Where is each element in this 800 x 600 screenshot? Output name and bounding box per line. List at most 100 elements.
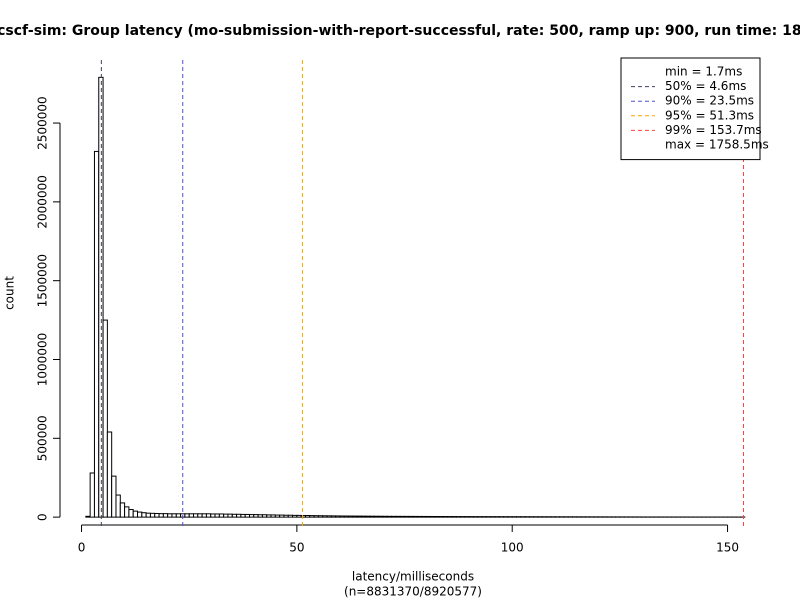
legend-label: 50% = 4.6ms [665,79,746,93]
bar [442,516,449,518]
bar [451,516,457,518]
x-tick-label: 150 [716,541,739,555]
bar [317,515,324,518]
x-axis-sublabel: (n=8831370/8920577) [344,585,482,599]
y-tick-label: 2000000 [36,175,50,228]
bar [352,515,358,518]
bar [188,513,195,518]
bar [391,515,397,518]
legend-label: max = 1758.5ms [665,138,769,152]
bar [326,515,332,518]
bar [227,513,233,518]
x-tick-label: 0 [78,541,86,555]
y-axis-label: count [3,276,17,310]
bar [111,475,117,518]
bar [460,516,466,518]
bar [236,513,242,518]
chart-title: scscf-sim: Group latency (mo-submission-… [0,23,800,39]
bar [416,515,423,518]
bar [257,514,263,518]
bar [369,515,375,518]
bar [205,513,212,518]
bar [339,515,345,518]
bar [167,513,173,518]
bar [429,515,436,518]
bar [248,514,255,518]
bar [309,515,315,518]
bar [378,515,384,518]
legend-label: min = 1.7ms [665,65,742,79]
legend-box [620,57,761,161]
bar [128,509,134,518]
bar [175,513,182,518]
bar [412,515,418,518]
bar [149,512,156,518]
bar [382,515,388,518]
bar [399,515,406,518]
bar [348,515,354,518]
bar [464,516,470,518]
bar [395,515,401,518]
bar [438,516,444,518]
bar [279,514,285,518]
bar [184,513,190,518]
bar [171,513,177,518]
bar [85,515,91,518]
x-tick-label: 100 [501,541,524,555]
bar [231,513,238,518]
bar [244,513,250,518]
y-tick-label: 0 [36,513,50,521]
bar [283,514,289,518]
bar [158,513,164,518]
bar [253,514,259,518]
bar [137,511,143,518]
bar [292,514,298,518]
bar [425,515,431,518]
bar [455,516,462,518]
bar [360,515,367,518]
bar [343,515,350,518]
bar [373,515,380,518]
bar [356,515,362,518]
bar [214,513,220,518]
y-tick-label: 1000000 [36,333,50,386]
bar [304,515,311,518]
bar [408,515,414,518]
bar [296,514,302,518]
bar [210,513,216,518]
bar [141,512,147,518]
bar [404,515,410,518]
bar [365,515,371,518]
bar [106,431,113,518]
bar [93,150,100,518]
bar [154,512,160,518]
bar [162,513,169,518]
bar [223,513,229,518]
bar [240,513,246,518]
bar [261,514,268,518]
bar [287,514,294,518]
bar [300,515,306,518]
bar [266,514,272,518]
y-tick-label: 500000 [36,415,50,461]
bar [274,514,281,518]
legend-label: 95% = 51.3ms [665,108,754,122]
bar [115,494,121,518]
bar [434,516,440,518]
bar [89,472,95,518]
bar [313,515,319,518]
bar [322,515,328,518]
bar [270,514,276,518]
bar [132,510,139,518]
y-tick-label: 1500000 [36,254,50,307]
bar [193,513,199,518]
x-tick-label: 50 [289,541,304,555]
bar [197,513,203,518]
legend-label: 99% = 153.7ms [665,123,762,137]
bar [145,512,151,518]
bar [421,515,427,518]
x-axis-label: latency/milliseconds [352,570,474,584]
bar [102,319,108,518]
